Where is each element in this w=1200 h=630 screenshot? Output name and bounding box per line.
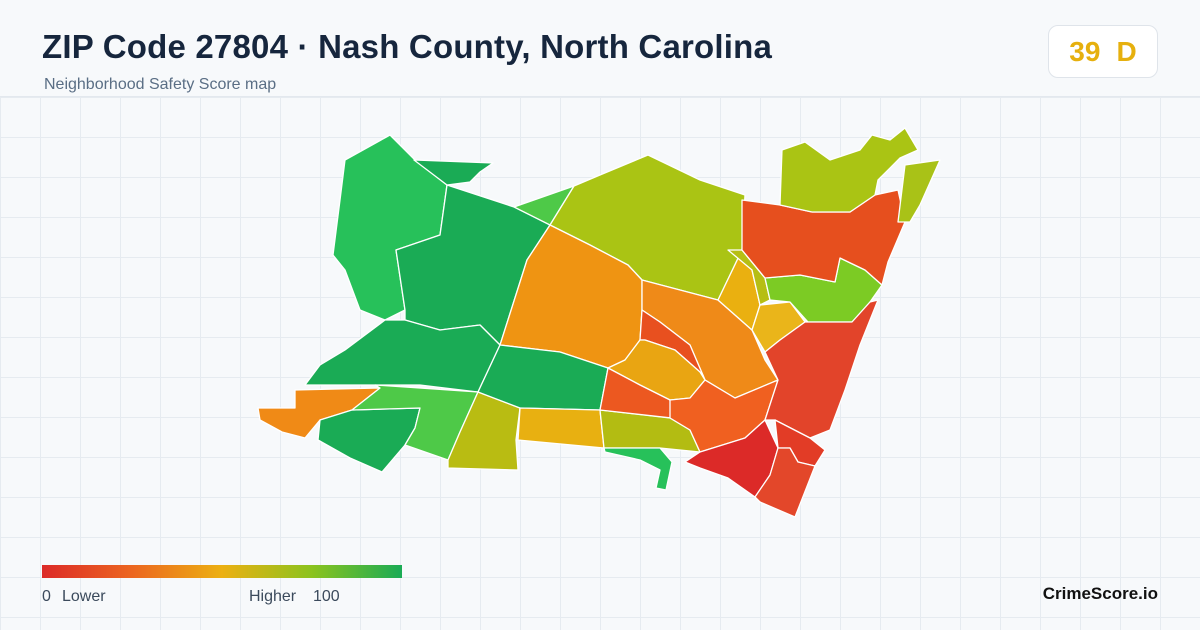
page-title: ZIP Code 27804 · Nash County, North Caro… — [42, 28, 773, 65]
legend-color-scale — [42, 565, 402, 578]
score-value: 39 — [1069, 35, 1101, 67]
region-southwest-lower[interactable] — [317, 407, 421, 473]
score-grade: D — [1116, 35, 1137, 67]
region-south-amber[interactable] — [517, 407, 605, 449]
legend-lower-label: Lower — [62, 588, 106, 605]
region-south-green-spur[interactable] — [603, 447, 673, 491]
brand-logo-text[interactable]: CrimeScore.io — [1042, 584, 1158, 603]
region-southeast-red-2[interactable] — [754, 447, 816, 518]
header-divider — [0, 96, 1200, 97]
region-northeast-strip[interactable] — [897, 159, 941, 223]
page-subtitle: Neighborhood Safety Score map — [44, 76, 277, 93]
region-northwest-top[interactable] — [413, 159, 494, 186]
legend-max-value: 100 — [313, 588, 340, 605]
safety-score-badge: 39 D — [1048, 25, 1158, 78]
region-west-lower[interactable] — [304, 319, 501, 393]
region-northeast-olive[interactable] — [779, 127, 919, 213]
legend-min-value: 0 — [42, 588, 51, 605]
legend-higher-label: Higher — [249, 588, 297, 605]
